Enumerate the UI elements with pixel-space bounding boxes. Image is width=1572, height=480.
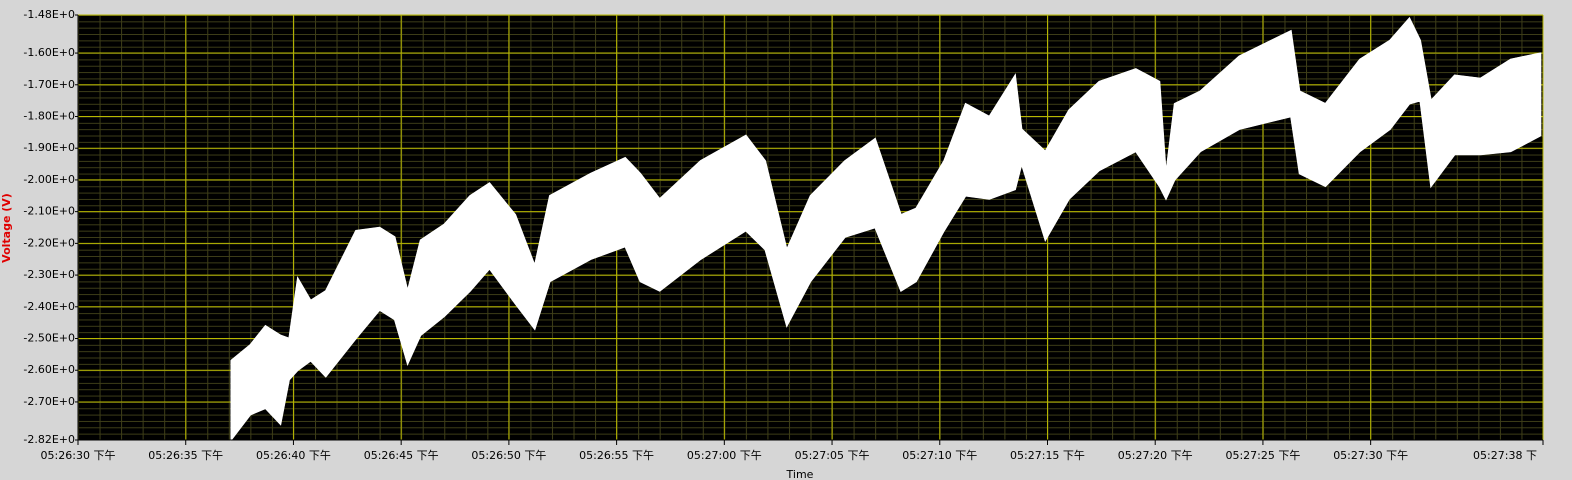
y-tick-label: -2.30E+0	[23, 268, 75, 281]
band-edge	[230, 16, 1542, 362]
x-tick-label: 05:27:38 下	[1473, 449, 1537, 462]
x-tick-label: 05:26:55 下午	[579, 449, 654, 462]
x-tick-label: 05:27:00 下午	[687, 449, 762, 462]
x-tick-label: 05:27:15 下午	[1010, 449, 1085, 462]
y-tick-label: -2.70E+0	[23, 395, 75, 408]
x-tick-label: 05:26:30 下午	[41, 449, 116, 462]
x-tick-label: 05:27:30 下午	[1333, 449, 1408, 462]
y-tick-label: -1.90E+0	[23, 141, 75, 154]
y-tick-label: -1.80E+0	[23, 109, 75, 122]
y-tick-label: -1.48E+0	[23, 8, 75, 21]
x-tick-label: 05:27:10 下午	[902, 449, 977, 462]
y-tick-label: -2.50E+0	[23, 332, 75, 345]
x-tick-label: 05:26:50 下午	[471, 449, 546, 462]
y-tick-label: -2.00E+0	[23, 173, 75, 186]
y-tick-label: -2.20E+0	[23, 236, 75, 249]
y-tick-label: -2.40E+0	[23, 300, 75, 313]
x-tick-label: 05:26:40 下午	[256, 449, 331, 462]
band-edge	[230, 99, 1542, 441]
x-tick-label: 05:27:05 下午	[795, 449, 870, 462]
y-tick-label: -2.82E+0	[23, 433, 75, 446]
y-axis-title: Voltage (V)	[0, 193, 13, 263]
x-tick-label: 05:27:20 下午	[1118, 449, 1193, 462]
x-tick-label: 05:27:25 下午	[1225, 449, 1300, 462]
y-tick-label: -1.70E+0	[23, 78, 75, 91]
y-tick-label: -2.60E+0	[23, 363, 75, 376]
x-tick-label: 05:26:45 下午	[364, 449, 439, 462]
x-axis-title: Time	[786, 468, 814, 480]
y-tick-label: -1.60E+0	[23, 46, 75, 59]
x-tick-label: 05:26:35 下午	[148, 449, 223, 462]
y-tick-label: -2.10E+0	[23, 205, 75, 218]
marks	[230, 16, 1542, 442]
